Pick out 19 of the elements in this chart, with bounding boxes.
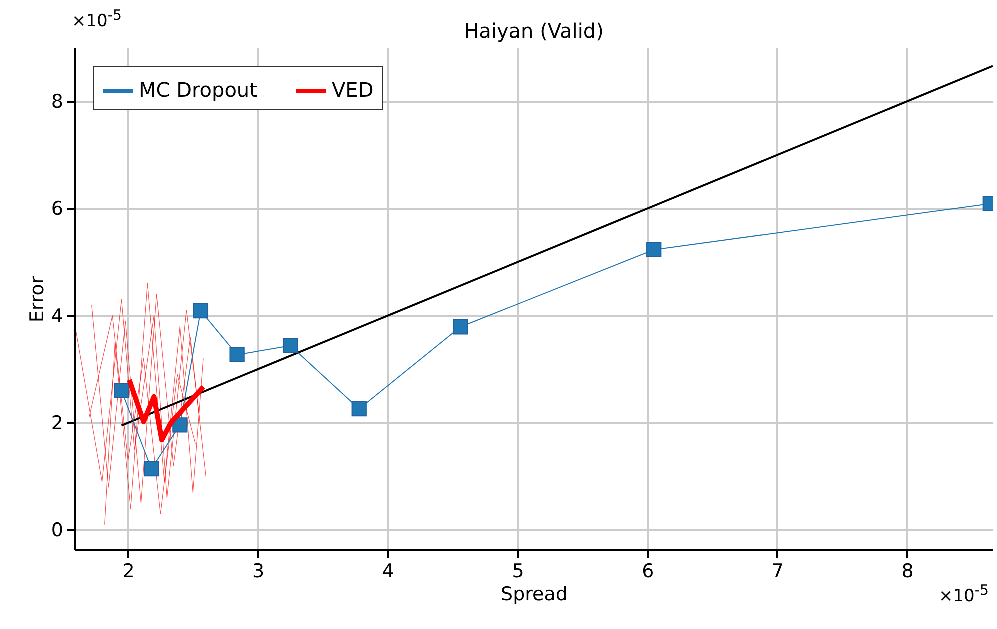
y-tick-label: 0 — [51, 520, 64, 542]
x-tick-label: 3 — [252, 560, 265, 582]
x-tick-label: 4 — [382, 560, 394, 582]
x-tick-label: 2 — [122, 560, 135, 582]
text: ×10$^{-5}$ — [938, 583, 989, 607]
y-tick-label: 6 — [51, 198, 64, 220]
legend-label: VED — [332, 78, 374, 102]
chart-title: Haiyan (Valid) — [464, 19, 604, 43]
text: ×10$^{-5}$ — [72, 8, 122, 32]
x-tick-label: 8 — [902, 560, 914, 582]
y-tick-label: 8 — [51, 91, 64, 114]
x-tick-label: 5 — [512, 560, 524, 582]
y-tick-label: 4 — [51, 305, 64, 328]
x-tick-label: 6 — [642, 560, 654, 582]
legend-label: MC Dropout — [139, 78, 258, 102]
x-axis-title: Spread — [501, 584, 568, 606]
x-tick-label: 7 — [772, 560, 784, 582]
y-axis-title: Error — [26, 276, 48, 323]
y-tick-label: 2 — [51, 412, 64, 435]
